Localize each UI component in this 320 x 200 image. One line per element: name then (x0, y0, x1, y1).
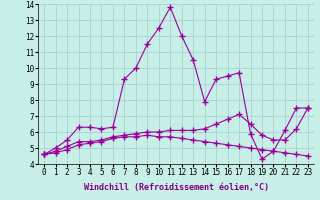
X-axis label: Windchill (Refroidissement éolien,°C): Windchill (Refroidissement éolien,°C) (84, 183, 268, 192)
